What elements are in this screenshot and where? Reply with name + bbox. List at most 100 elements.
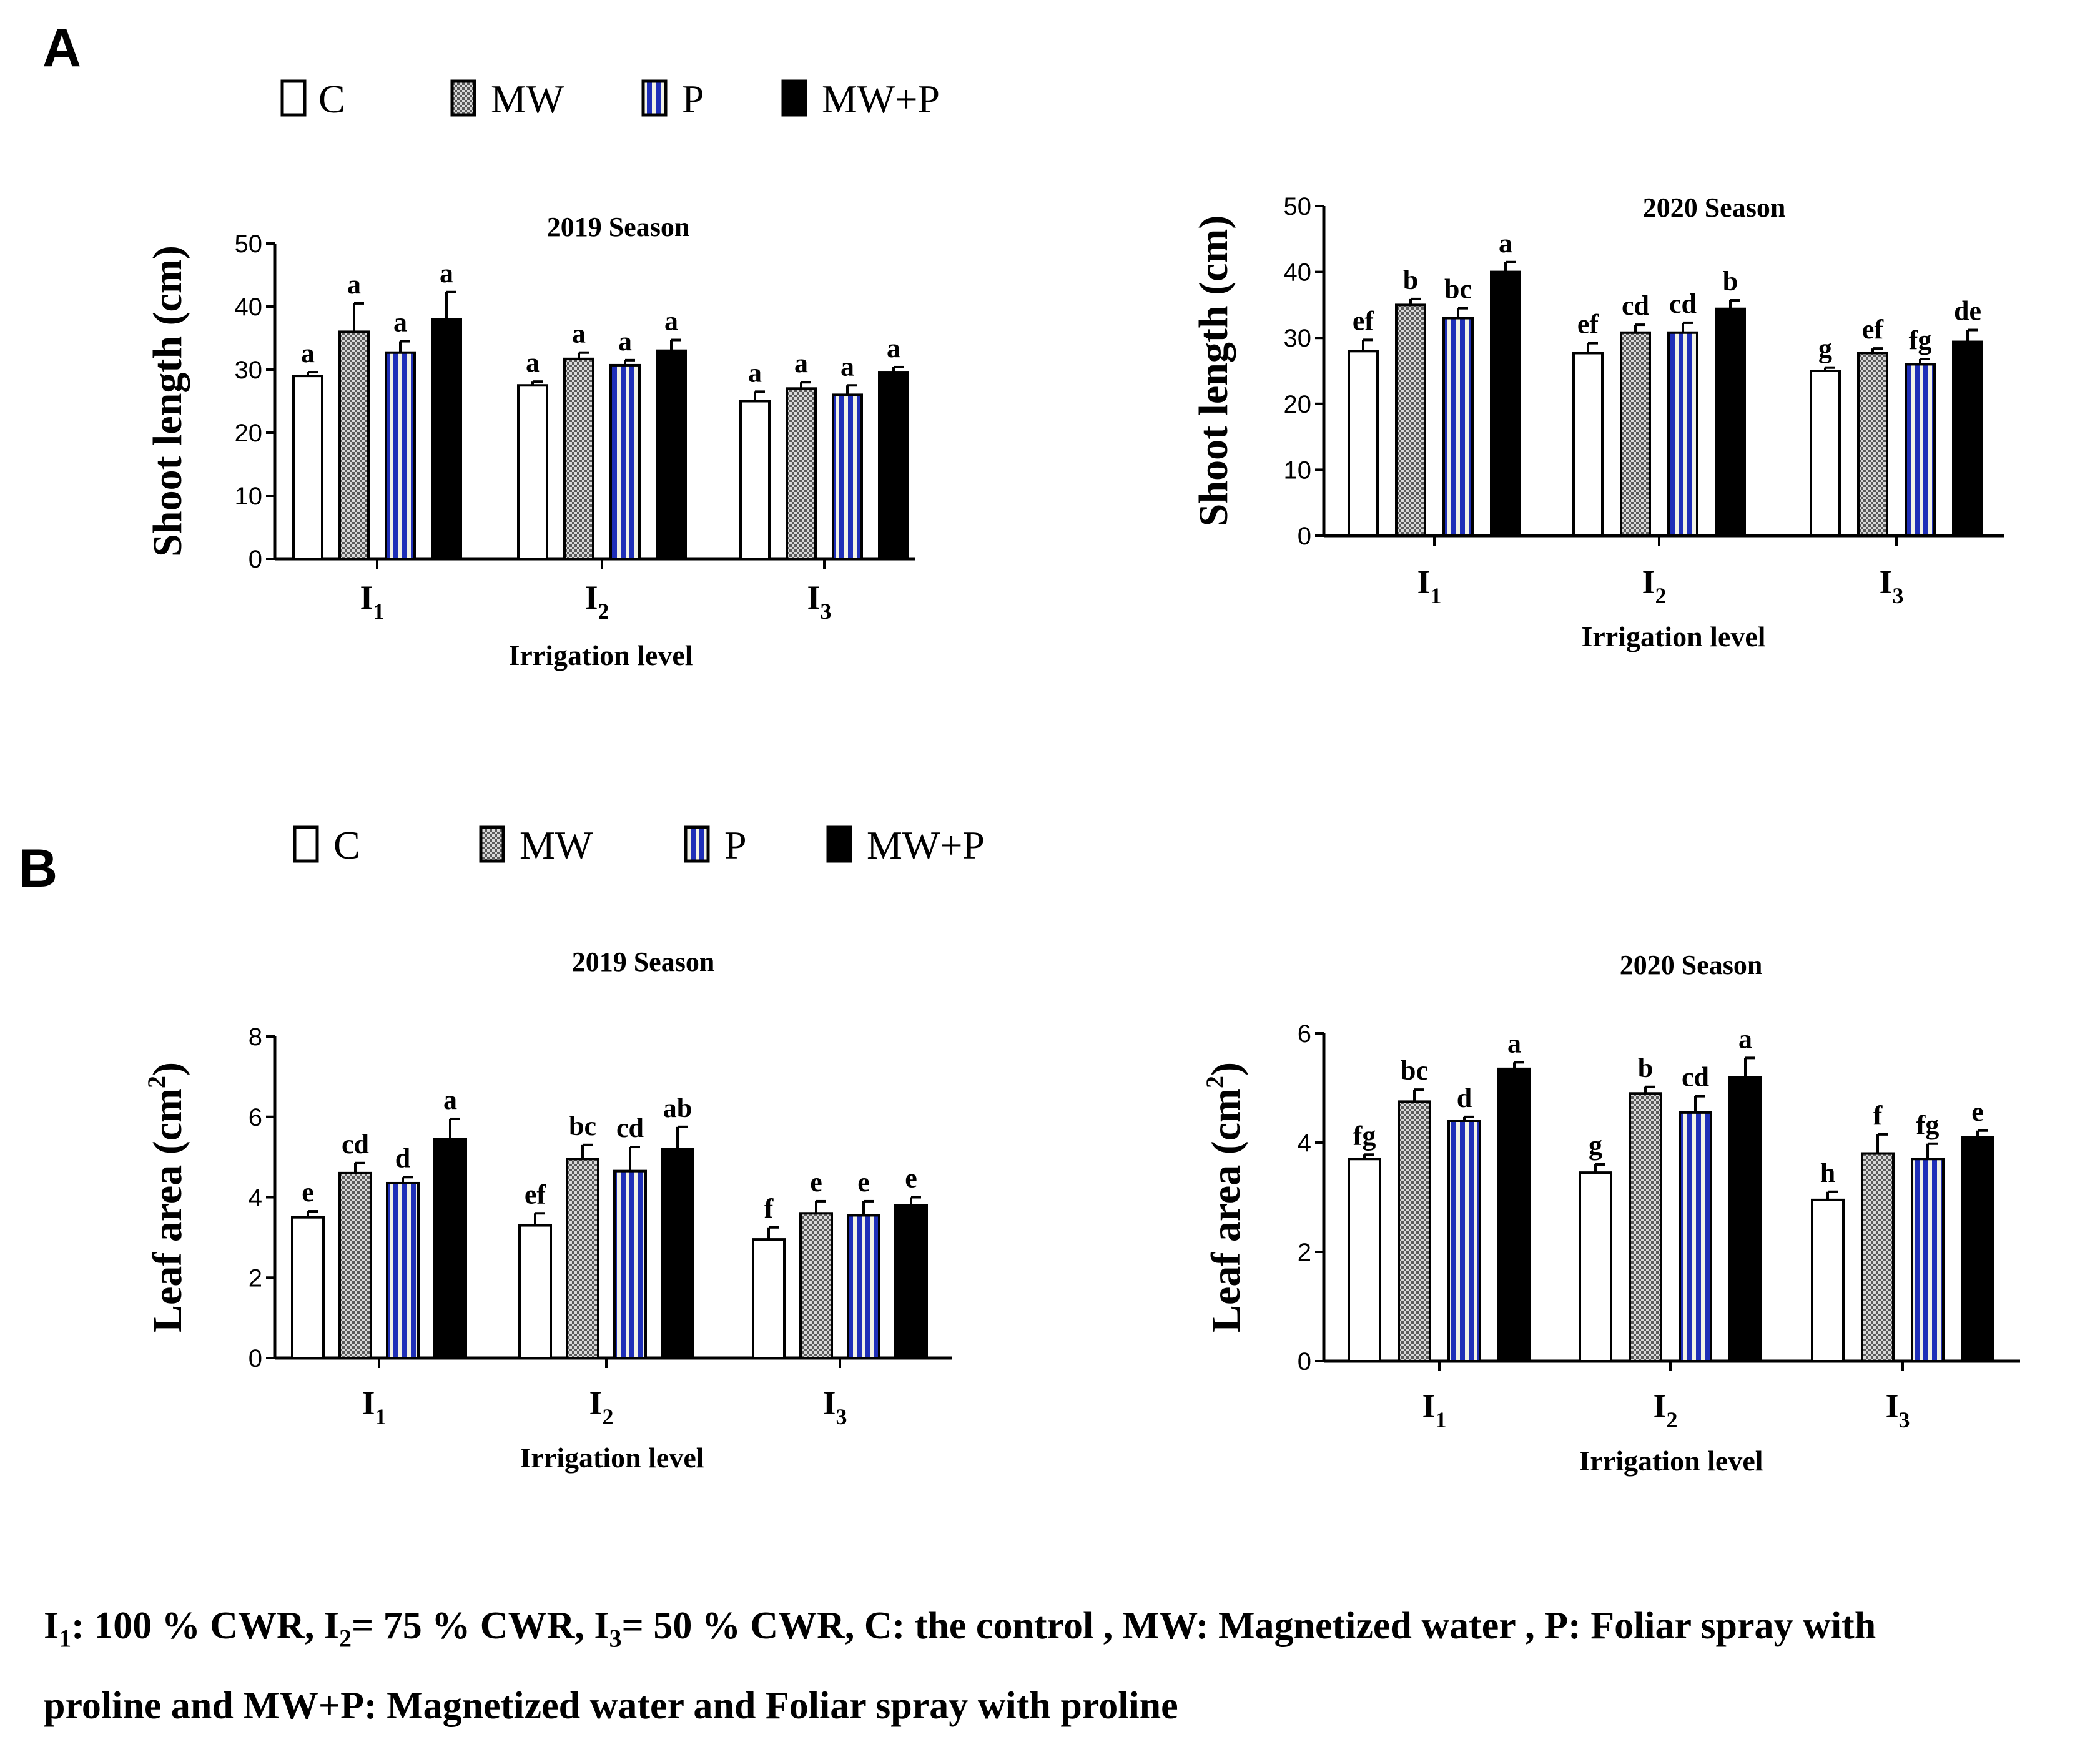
bar-mwp: [1715, 307, 1746, 537]
significance-letter: cd: [616, 1113, 644, 1143]
bar-mw: [563, 357, 594, 561]
bar-p: [613, 1169, 647, 1359]
y-axis-label: Leaf area (cm2): [142, 1062, 190, 1332]
bar-c: [1572, 352, 1604, 537]
legend-item-mwp: MW+P: [826, 823, 985, 867]
x-axis-label: Irrigation level: [520, 1442, 704, 1474]
significance-letter: e: [857, 1167, 870, 1198]
legend-item-c: C: [280, 77, 345, 121]
significance-letter: a: [347, 269, 361, 300]
y-axis-label: Leaf area (cm2): [1201, 1062, 1249, 1332]
y-tick-label: 50: [235, 230, 263, 258]
caption-sub: 2: [338, 1624, 352, 1653]
category-label: I3: [1885, 1387, 1910, 1432]
legend-label-c: C: [318, 77, 345, 121]
significance-letter: ab: [663, 1093, 692, 1123]
y-tick-label: 0: [1298, 1348, 1311, 1375]
y-tick-label: 0: [1298, 523, 1311, 550]
significance-letter: a: [887, 333, 900, 363]
y-tick-label: 20: [1284, 391, 1312, 418]
caption-line-2: proline and MW+P: Magnetized water and F…: [44, 1685, 1178, 1728]
significance-letter: cd: [1622, 290, 1649, 321]
significance-letter: d: [1457, 1083, 1472, 1113]
legend-b: C MW P MW+P: [293, 823, 985, 867]
y-tick-label: 30: [235, 357, 263, 384]
bar-mw: [1395, 303, 1426, 537]
bar-mwp: [433, 1138, 467, 1359]
bar-mwp: [1728, 1076, 1762, 1362]
category-label: I1: [1417, 563, 1441, 608]
legend-swatch-mw: [479, 825, 505, 863]
significance-letter: bc: [569, 1111, 596, 1141]
y-tick-label: 0: [249, 546, 262, 573]
caption-text: : 100 % CWR, I: [71, 1605, 339, 1647]
y-tick-label: 6: [1298, 1020, 1311, 1048]
y-axis-label: Shoot length (cm): [145, 245, 190, 557]
significance-letter: ef: [1862, 314, 1885, 345]
legend-label-mwp: MW+P: [822, 77, 940, 121]
bar-mw: [1857, 352, 1888, 537]
bar-mwp: [1961, 1136, 1994, 1362]
panel-letter-a: A: [42, 18, 81, 78]
significance-letter: a: [526, 347, 540, 378]
bar-mw: [338, 330, 370, 561]
category-label: I2: [589, 1384, 613, 1429]
category-label: I3: [1879, 563, 1903, 608]
significance-letter: a: [301, 338, 315, 368]
chart-title: 2019 Season: [547, 212, 690, 242]
caption-line-1: I1: 100 % CWR, I2= 75 % CWR, I3= 50 % CW…: [44, 1592, 2086, 1672]
category-label: I1: [360, 579, 384, 624]
significance-letter: b: [1723, 266, 1738, 297]
bar-p: [832, 393, 863, 561]
significance-letter: ef: [1577, 309, 1600, 340]
significance-letter: f: [764, 1193, 774, 1224]
chart-title: 2020 Season: [1620, 950, 1763, 980]
significance-letter: a: [1499, 228, 1512, 258]
y-tick-label: 2: [249, 1264, 262, 1292]
bar-c: [1810, 370, 1841, 537]
significance-letter: cd: [1669, 288, 1697, 319]
chart-shoot-length-2020: 2020 Season 0 10 20 30 40 50 Shoot length (cm) I…: [1191, 192, 2004, 652]
legend-label-p: P: [724, 823, 747, 867]
bar-p: [847, 1214, 880, 1359]
legend-swatch-p: [684, 825, 710, 863]
y-tick-label: 30: [1284, 325, 1312, 352]
category-label: I3: [807, 579, 831, 624]
bar-mw: [1629, 1092, 1662, 1362]
legend-label-p: P: [682, 77, 704, 121]
caption-text: = 75 % CWR, I: [351, 1605, 609, 1647]
significance-letter: a: [443, 1085, 457, 1115]
bar-mw: [799, 1212, 833, 1359]
caption-text: = 50 % CWR, C: the control , MW: Magneti…: [621, 1605, 1876, 1647]
significance-letter: a: [618, 326, 632, 357]
significance-letter: ef: [1353, 305, 1375, 336]
significance-letter: cd: [1682, 1062, 1709, 1093]
significance-letter: ef: [525, 1179, 547, 1209]
bar-c: [518, 1224, 552, 1359]
y-tick-label: 8: [249, 1023, 262, 1051]
bar-mw: [1861, 1152, 1895, 1362]
significance-letter: fg: [1916, 1110, 1940, 1140]
category-label: I2: [584, 579, 609, 624]
category-label: I1: [1422, 1387, 1446, 1432]
bar-mwp: [431, 318, 462, 560]
significance-letter: a: [840, 351, 854, 381]
legend-a: C MW P MW+P: [280, 77, 940, 121]
significance-letter: g: [1589, 1130, 1602, 1161]
category-label: I1: [362, 1384, 386, 1429]
y-tick-label: 40: [235, 293, 263, 321]
significance-letter: fg: [1353, 1120, 1376, 1151]
bar-mwp: [894, 1204, 928, 1359]
bar-c: [1579, 1171, 1612, 1362]
legend-item-p: P: [684, 823, 747, 867]
significance-letter: f: [1873, 1100, 1883, 1131]
significance-letter: bc: [1401, 1055, 1428, 1086]
legend-swatch-mwp: [781, 79, 807, 117]
bar-mw: [1620, 331, 1651, 537]
chart-title: 2019 Season: [572, 947, 715, 977]
bar-p: [609, 363, 641, 560]
legend-swatch-c: [293, 825, 319, 863]
chart-shoot-length-2019: 2019 Season 0 10 20 30 40 50 Shoot length (cm) I…: [145, 212, 915, 671]
significance-letter: de: [1954, 296, 1981, 327]
